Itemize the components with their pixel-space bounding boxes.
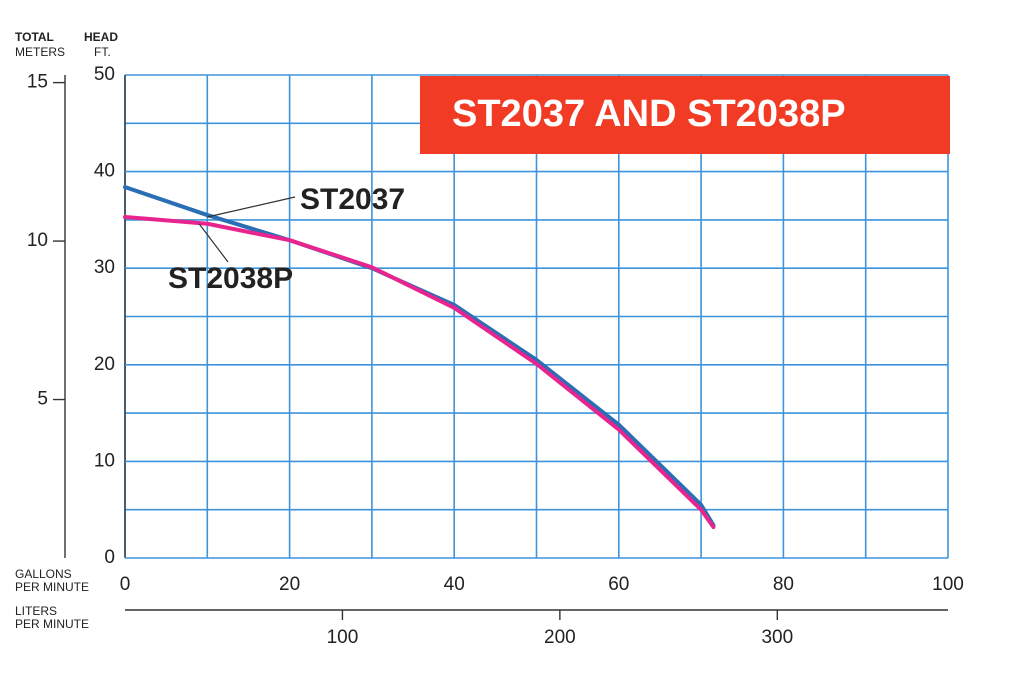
x2-label: LITERS bbox=[15, 604, 57, 618]
x-label: PER MINUTE bbox=[15, 580, 89, 594]
y-tick-label: 20 bbox=[94, 354, 115, 375]
chart-title: ST2037 AND ST2038P bbox=[452, 93, 846, 135]
y-label: HEAD bbox=[84, 30, 118, 44]
series-label: ST2037 bbox=[300, 183, 405, 216]
y2-tick-label: 5 bbox=[37, 389, 48, 410]
series-label: ST2038P bbox=[168, 262, 293, 295]
y2-label: METERS bbox=[15, 45, 65, 59]
x-tick-label: 60 bbox=[608, 574, 629, 595]
x2-label: PER MINUTE bbox=[15, 617, 89, 631]
y2-label: TOTAL bbox=[15, 30, 54, 44]
x-tick-label: 80 bbox=[773, 574, 794, 595]
series-line bbox=[123, 215, 716, 530]
x2-tick-label: 200 bbox=[544, 627, 576, 648]
x2-tick-label: 300 bbox=[761, 627, 793, 648]
leader-line bbox=[198, 223, 229, 263]
y2-tick-label: 10 bbox=[27, 230, 48, 251]
leader-line bbox=[207, 196, 296, 218]
y-tick-label: 30 bbox=[94, 257, 115, 278]
y-tick-label: 40 bbox=[94, 161, 115, 182]
y-label: FT. bbox=[94, 45, 111, 59]
title-banner bbox=[420, 76, 950, 154]
y-tick-label: 0 bbox=[104, 547, 115, 568]
x2-tick-label: 100 bbox=[327, 627, 359, 648]
y-tick-label: 50 bbox=[94, 64, 115, 85]
series-line bbox=[123, 185, 716, 528]
x-tick-label: 0 bbox=[120, 574, 131, 595]
x-tick-label: 100 bbox=[932, 574, 964, 595]
x-tick-label: 20 bbox=[279, 574, 300, 595]
y2-tick-label: 15 bbox=[27, 72, 48, 93]
x-tick-label: 40 bbox=[444, 574, 465, 595]
y-tick-label: 10 bbox=[94, 450, 115, 471]
x-label: GALLONS bbox=[15, 567, 72, 581]
